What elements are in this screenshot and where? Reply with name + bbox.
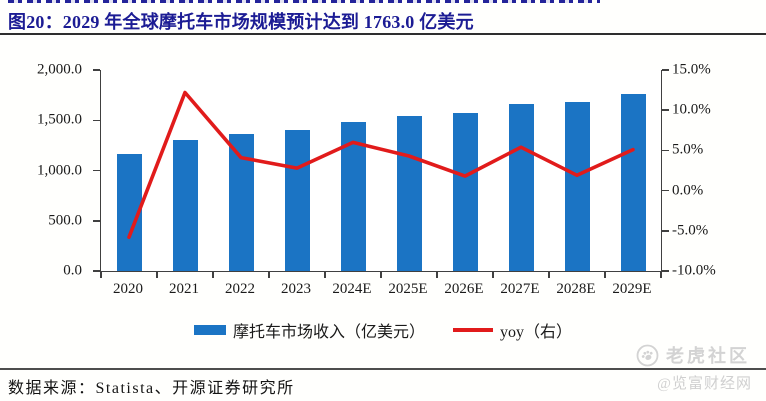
right-axis-tick-mark	[662, 189, 669, 192]
bar	[620, 93, 646, 271]
legend-item-revenue: 摩托车市场收入（亿美元）	[193, 318, 425, 342]
x-axis-label: 2022	[225, 281, 255, 297]
footer-divider	[0, 368, 766, 370]
x-axis-tick-mark	[660, 272, 662, 278]
right-axis-tick-mark	[662, 69, 669, 71]
line-legend-swatch	[453, 328, 493, 332]
x-axis-label: 2026E	[444, 281, 484, 297]
y-axis-tick-label-left: 500.0	[48, 212, 82, 229]
bar-legend-swatch	[193, 325, 226, 335]
y-axis-tick-label-left: 1,000.0	[37, 162, 82, 178]
watermark-handle: @览富财经网	[657, 376, 752, 392]
y-axis-tick-label-right: 5.0%	[672, 141, 704, 158]
x-axis-label: 2021	[169, 281, 199, 297]
x-axis-tick-mark	[604, 272, 606, 278]
bar	[396, 116, 422, 271]
right-axis-tick-mark	[662, 270, 669, 272]
x-axis-tick-mark	[212, 272, 214, 278]
left-axis-tick-mark	[93, 169, 100, 172]
left-axis-tick-mark	[93, 69, 100, 71]
x-axis-label: 2027E	[500, 281, 540, 297]
y-axis-tick-label-left: 0.0	[63, 262, 82, 279]
x-axis-tick-mark	[492, 272, 494, 278]
x-axis-label: 2029E	[612, 281, 652, 297]
right-axis-tick-mark	[662, 149, 669, 152]
tiger-paw-icon	[636, 344, 659, 366]
yoy-line-series	[127, 90, 635, 239]
figure-title: 图20：2029 年全球摩托车市场规模预计达到 1763.0 亿美元	[8, 12, 474, 32]
bar	[508, 104, 534, 271]
watermark-community-label: 老虎社区	[666, 346, 750, 366]
y-axis-tick-label-left: 1,500.0	[37, 111, 82, 128]
plot-area	[93, 69, 669, 278]
y-axis-tick-label-right: 15.0%	[672, 61, 711, 78]
title-underline	[0, 33, 766, 35]
right-axis-tick-mark	[662, 230, 669, 232]
legend-label-yoy: yoy（右）	[500, 324, 573, 341]
bar	[564, 102, 590, 271]
x-axis-label: 2028E	[556, 281, 596, 297]
left-axis-tick-mark	[93, 270, 100, 272]
left-axis-tick-labels: 0.0 500.0 1,000.0 1,500.0 2,000.0	[0, 62, 92, 279]
source-note: 数据来源：Statista、开源证券研究所	[8, 380, 295, 397]
left-axis-tick-mark	[93, 220, 100, 222]
x-axis-label: 2024E	[332, 281, 372, 297]
x-axis-tick-mark	[156, 272, 158, 278]
y-axis-tick-label-right: -10.0%	[672, 262, 716, 279]
bar	[452, 112, 478, 271]
x-axis-label: 2025E	[388, 281, 428, 297]
watermark-tiger-community: 老虎社区	[636, 342, 750, 368]
right-axis-tick-mark	[662, 109, 669, 111]
legend-label-revenue: 摩托车市场收入（亿美元）	[232, 324, 425, 341]
y-axis-tick-label-right: 10.0%	[672, 101, 711, 118]
bar	[284, 130, 310, 271]
y-axis-tick-label-right: 0.0%	[672, 182, 704, 199]
x-axis-tick-mark	[380, 272, 382, 278]
y-axis-tick-label-left: 2,000.0	[37, 61, 82, 78]
x-axis-labels: 2020 2021 2022 2023 2024E 2025E 2026E 2027E 2028…	[100, 281, 660, 301]
y-axis-tick-label-right: -5.0%	[672, 222, 709, 239]
x-axis-tick-mark	[548, 272, 550, 278]
x-axis-tick-mark	[436, 272, 438, 278]
x-axis-tick-mark	[100, 272, 102, 278]
right-axis-tick-labels: -10.0% -5.0% 0.0% 5.0% 10.0% 15.0%	[672, 62, 766, 279]
legend-item-yoy: yoy（右）	[453, 318, 572, 342]
left-axis-tick-mark	[93, 119, 100, 121]
legend: 摩托车市场收入（亿美元） yoy（右）	[0, 318, 766, 342]
x-axis-tick-mark	[268, 272, 270, 278]
x-axis-label: 2020	[113, 281, 143, 297]
x-axis-label: 2023	[281, 281, 311, 297]
cropped-text-strip	[8, 0, 600, 3]
bar	[172, 140, 198, 271]
x-axis-tick-mark	[324, 272, 326, 278]
